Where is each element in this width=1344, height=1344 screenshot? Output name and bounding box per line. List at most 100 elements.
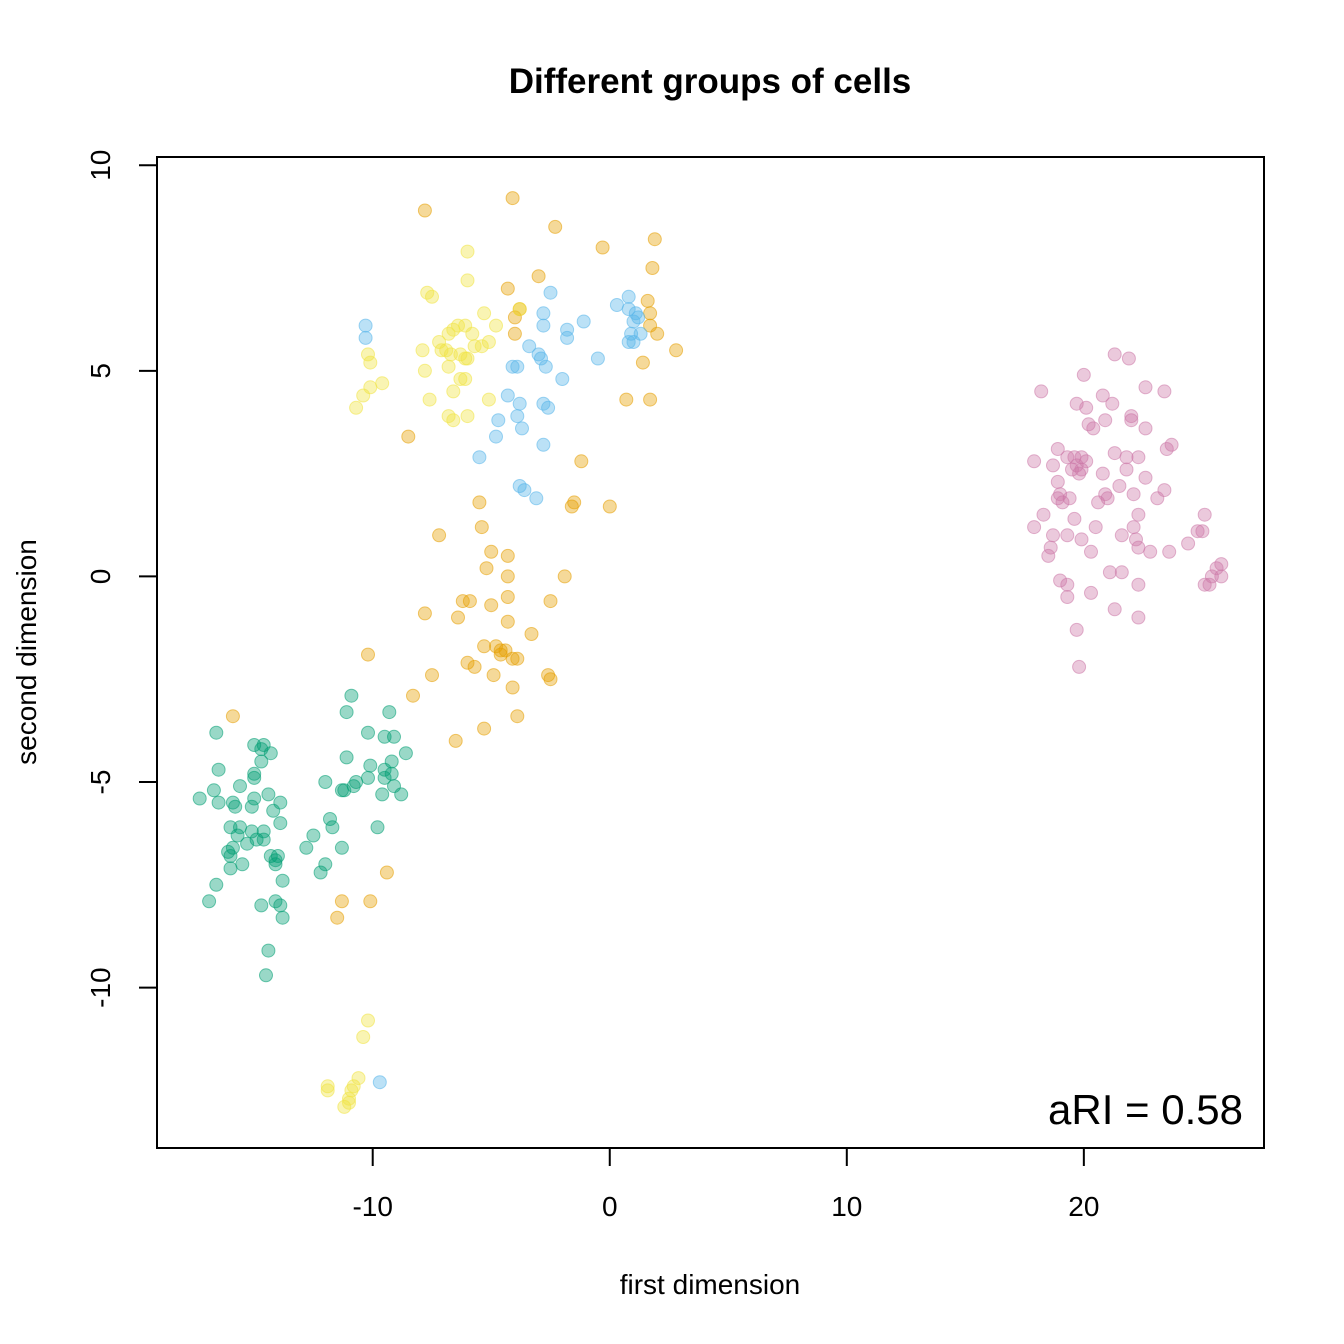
data-point — [1069, 622, 1084, 637]
data-point — [273, 898, 288, 913]
data-point — [500, 614, 515, 629]
data-point — [398, 746, 413, 761]
data-point — [441, 359, 456, 374]
x-tick-label: -10 — [352, 1191, 392, 1222]
data-point — [1159, 442, 1174, 456]
data-point — [1105, 396, 1120, 411]
data-point — [1027, 454, 1042, 469]
data-point — [484, 598, 499, 613]
data-point — [474, 520, 489, 535]
data-point — [1034, 384, 1049, 399]
data-point — [541, 400, 556, 415]
data-point — [363, 355, 378, 370]
data-point — [602, 499, 617, 514]
data-point — [339, 705, 354, 720]
data-point — [1098, 413, 1113, 428]
data-point — [619, 392, 634, 407]
data-point — [536, 306, 551, 321]
data-point — [247, 791, 262, 806]
data-point — [484, 544, 499, 559]
data-point — [1084, 585, 1098, 600]
data-point — [548, 219, 563, 234]
data-point — [643, 392, 658, 407]
data-point — [1055, 495, 1070, 510]
data-point — [441, 326, 456, 341]
data-point — [268, 853, 283, 868]
data-point — [270, 849, 285, 863]
data-point — [334, 783, 349, 798]
data-point — [451, 610, 465, 625]
data-point — [460, 655, 475, 670]
data-point — [1060, 590, 1075, 604]
data-point — [268, 857, 283, 872]
data-point — [1214, 569, 1229, 584]
data-point — [1124, 409, 1139, 424]
data-point — [1065, 462, 1079, 477]
data-point — [422, 392, 437, 407]
data-point — [448, 733, 463, 748]
data-point — [510, 409, 525, 424]
data-point — [1084, 544, 1098, 559]
data-point — [320, 1083, 335, 1098]
data-point — [453, 372, 468, 386]
data-point — [1036, 507, 1051, 522]
data-point — [467, 659, 482, 674]
data-point — [460, 273, 475, 288]
data-point — [346, 1079, 361, 1094]
data-point — [481, 392, 496, 407]
data-point — [330, 910, 345, 925]
data-point — [500, 569, 515, 584]
data-point — [202, 894, 217, 909]
data-point — [1107, 446, 1122, 461]
data-point — [256, 832, 271, 847]
data-point — [512, 396, 527, 411]
data-point — [192, 791, 207, 806]
data-point — [372, 1075, 387, 1090]
data-point — [209, 725, 224, 740]
data-point — [446, 384, 461, 399]
data-point — [1107, 347, 1122, 362]
y-tick-label: -5 — [85, 770, 116, 795]
data-point — [1060, 577, 1075, 592]
data-point — [595, 240, 610, 255]
data-point — [621, 335, 636, 349]
data-point — [643, 306, 658, 321]
data-point — [432, 528, 447, 543]
data-point — [1107, 602, 1122, 617]
data-point — [1079, 400, 1094, 415]
data-point — [481, 335, 496, 349]
data-point — [225, 795, 240, 810]
data-point — [375, 376, 390, 391]
data-point — [401, 429, 416, 444]
data-point — [479, 561, 494, 576]
data-point — [543, 672, 558, 687]
data-point — [318, 775, 333, 789]
data-point — [1114, 528, 1129, 543]
data-point — [560, 322, 575, 337]
data-point — [1129, 532, 1143, 547]
data-point — [342, 1091, 356, 1106]
data-point — [536, 437, 551, 452]
data-point — [472, 450, 487, 465]
data-point — [254, 898, 269, 913]
data-point — [387, 729, 401, 744]
data-point — [1131, 610, 1146, 625]
data-point — [500, 590, 515, 604]
data-point — [515, 421, 529, 436]
data-point — [1053, 573, 1068, 588]
data-point — [477, 721, 492, 736]
data-point — [377, 762, 392, 777]
data-point — [351, 1071, 366, 1086]
data-point — [1076, 367, 1091, 382]
data-point — [493, 647, 508, 662]
data-point — [206, 783, 221, 798]
data-point — [363, 758, 378, 773]
x-tick-label: 10 — [831, 1191, 862, 1222]
data-point — [247, 770, 262, 785]
data-point — [361, 1013, 375, 1028]
data-point — [425, 668, 439, 683]
data-point — [259, 968, 273, 983]
data-point — [505, 680, 520, 695]
data-point — [361, 725, 375, 740]
